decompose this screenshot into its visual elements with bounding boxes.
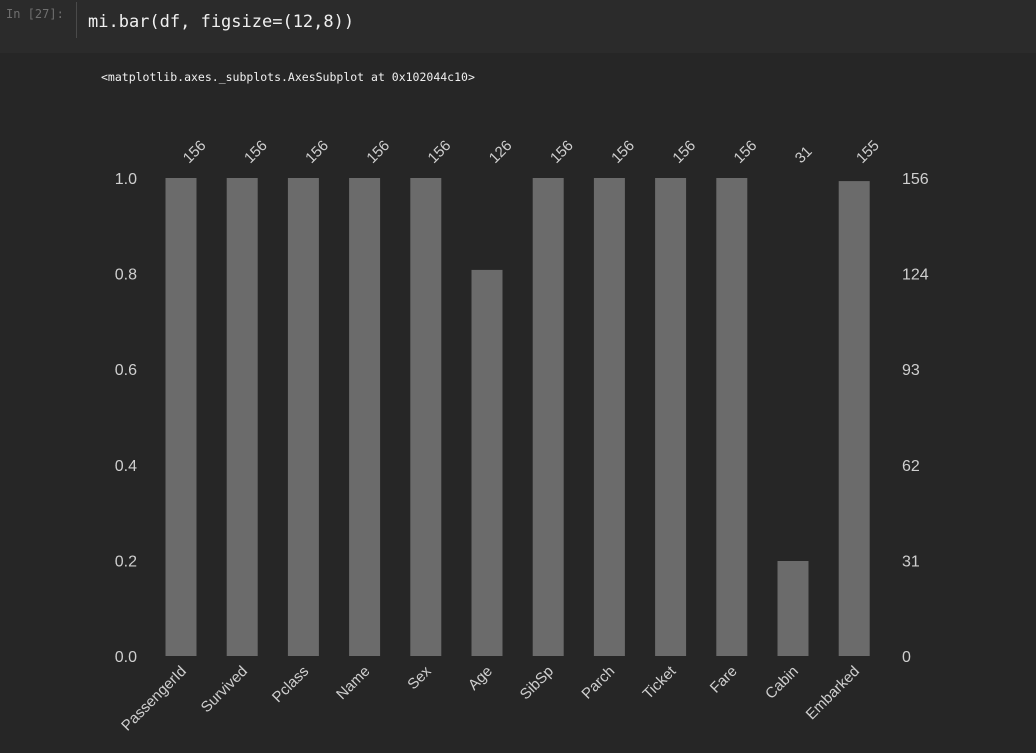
category-label: Fare (707, 663, 741, 697)
category-label: Embarked (803, 663, 863, 723)
cell-prompt: In [27]: (6, 7, 64, 21)
category-label: Parch (578, 663, 618, 703)
count-label: 156 (731, 137, 761, 167)
left-tick-label: 0.4 (115, 458, 137, 475)
count-label: 31 (792, 143, 816, 167)
bar (226, 178, 258, 656)
category-label: Pclass (269, 663, 312, 706)
count-label: 155 (853, 137, 883, 167)
bar (532, 178, 564, 656)
bar (349, 178, 381, 656)
left-tick-label: 1.0 (115, 171, 137, 188)
left-tick-label: 0.2 (115, 553, 137, 570)
bar (838, 181, 870, 656)
output-text: <matplotlib.axes._subplots.AxesSubplot a… (101, 70, 475, 84)
bar (471, 269, 503, 656)
category-label: Age (465, 663, 496, 694)
count-label: 156 (302, 137, 332, 167)
right-tick-label: 93 (902, 362, 920, 379)
category-label: Name (333, 663, 373, 703)
left-tick-label: 0.6 (115, 362, 137, 379)
right-tick-label: 62 (902, 458, 920, 475)
count-label: 156 (180, 137, 210, 167)
count-label: 156 (669, 137, 699, 167)
bar (410, 178, 442, 656)
cell-code[interactable]: mi.bar(df, figsize=(12,8)) (88, 12, 355, 32)
right-tick-label: 124 (902, 267, 929, 284)
count-label: 126 (486, 137, 516, 167)
count-label: 156 (241, 137, 271, 167)
category-label: SibSp (517, 663, 557, 703)
code-cell[interactable]: In [27]: mi.bar(df, figsize=(12,8)) (0, 0, 1036, 53)
category-label: Sex (404, 662, 435, 693)
count-label: 156 (425, 137, 455, 167)
bar (716, 178, 748, 656)
bar (287, 178, 319, 656)
count-label: 156 (608, 137, 638, 167)
right-tick-label: 0 (902, 649, 911, 666)
cell-divider (76, 2, 77, 38)
category-label: PassengerId (118, 663, 190, 735)
left-tick-label: 0.8 (115, 267, 137, 284)
bar (593, 178, 625, 656)
right-tick-label: 31 (902, 553, 920, 570)
count-label: 156 (363, 137, 393, 167)
bar (165, 178, 197, 656)
right-tick-label: 156 (902, 171, 929, 188)
bar (777, 561, 809, 656)
left-tick-label: 0.0 (115, 649, 137, 666)
category-label: Survived (198, 663, 251, 716)
category-label: Cabin (762, 663, 802, 703)
category-label: Ticket (640, 662, 681, 703)
bar (655, 178, 687, 656)
count-label: 156 (547, 137, 577, 167)
